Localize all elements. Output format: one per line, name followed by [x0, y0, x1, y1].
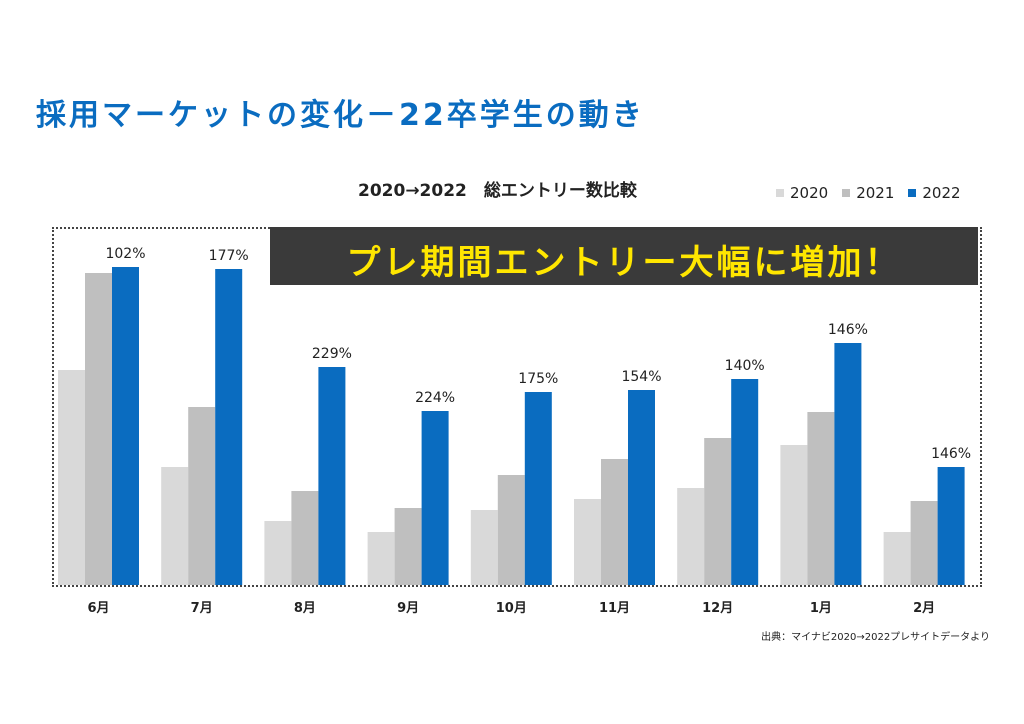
legend-swatch-2021 [842, 189, 851, 197]
x-tick-label-1: 6月 [87, 601, 109, 616]
bar-2021-7 [704, 438, 732, 585]
data-label-2022-1: 102% [105, 246, 145, 262]
data-label-2022-4: 224% [415, 390, 455, 406]
bar-2020-6 [574, 499, 601, 585]
chart-legend: 2020 2021 2022 [776, 184, 961, 202]
bar-2022-1 [112, 267, 139, 585]
x-tick-label-9: 2月 [913, 601, 935, 616]
bar-2022-6 [628, 390, 655, 585]
legend-swatch-2020 [776, 189, 784, 197]
page-title: 採用マーケットの変化－22卒学生の動き [36, 98, 645, 133]
bar-2022-4 [421, 411, 449, 585]
bar-2021-2 [188, 407, 216, 585]
bar-2021-3 [291, 491, 319, 585]
bar-2020-5 [470, 510, 498, 585]
data-label-2022-7: 140% [725, 358, 765, 374]
bar-2022-2 [215, 269, 243, 585]
data-label-2022-6: 154% [621, 369, 661, 385]
x-tick-label-5: 10月 [496, 601, 527, 616]
bar-2021-5 [497, 475, 525, 585]
highlight-banner: プレ期間エントリー大幅に増加！ [270, 227, 978, 285]
legend-item-2020: 2020 [776, 184, 828, 202]
legend-item-2022: 2022 [908, 184, 961, 202]
x-tick-label-3: 8月 [294, 601, 316, 616]
legend-label-2020: 2020 [790, 184, 829, 202]
legend-item-2021: 2021 [842, 184, 894, 202]
bar-2022-9 [937, 467, 965, 585]
bar-2020-7 [677, 488, 705, 585]
x-tick-label-4: 9月 [397, 601, 419, 616]
source-note: 出典：マイナビ2020→2022プレサイトデータより [761, 632, 990, 643]
data-label-2022-8: 146% [828, 322, 868, 338]
bar-2020-3 [264, 521, 292, 585]
bar-2022-7 [731, 379, 759, 585]
bar-2020-4 [367, 532, 395, 585]
banner-text: プレ期間エントリー大幅に増加！ [346, 243, 902, 283]
bar-2022-8 [834, 343, 862, 585]
bar-2021-9 [910, 501, 938, 585]
bar-2021-1 [85, 273, 112, 585]
bar-2021-8 [807, 412, 835, 585]
x-tick-label-2: 7月 [191, 601, 213, 616]
x-tick-label-8: 1月 [810, 601, 832, 616]
data-label-2022-5: 175% [518, 371, 558, 387]
legend-label-2021: 2021 [856, 184, 895, 202]
bar-2020-2 [161, 467, 189, 585]
bar-2020-9 [883, 532, 911, 585]
bar-2022-5 [524, 392, 552, 585]
legend-swatch-2022 [908, 189, 917, 197]
bar-2020-8 [780, 445, 808, 585]
bar-2020-1 [58, 370, 85, 585]
x-tick-label-7: 12月 [702, 601, 733, 616]
bar-2021-6 [601, 459, 628, 585]
bar-2022-3 [318, 367, 346, 585]
data-label-2022-2: 177% [209, 248, 249, 264]
x-tick-label-6: 11月 [599, 601, 630, 616]
bar-2021-4 [394, 508, 422, 585]
chart-title: 2020→2022 総エントリー数比較 [358, 181, 637, 201]
data-label-2022-3: 229% [312, 346, 352, 362]
data-label-2022-9: 146% [931, 446, 971, 462]
legend-label-2022: 2022 [922, 184, 961, 202]
